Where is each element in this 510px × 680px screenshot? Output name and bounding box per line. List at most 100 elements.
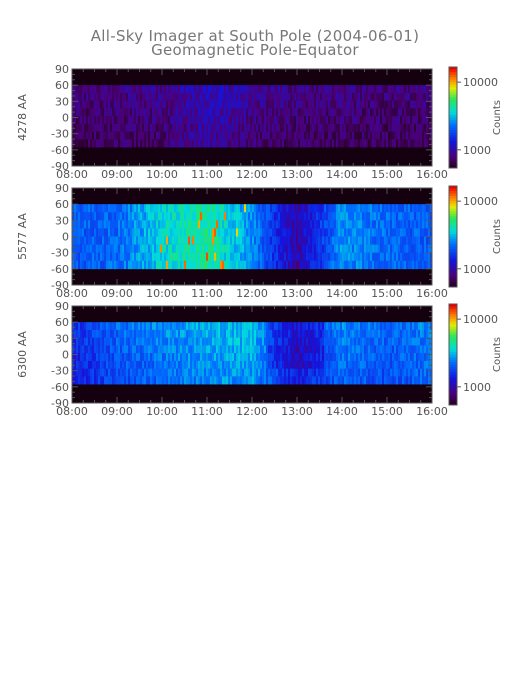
heatmap-cell bbox=[82, 123, 85, 132]
heatmap-cell bbox=[142, 131, 145, 140]
heatmap-cell bbox=[234, 220, 237, 229]
heatmap-cell bbox=[128, 244, 131, 253]
heatmap-cell bbox=[334, 322, 337, 331]
heatmap-cell bbox=[356, 123, 359, 132]
heatmap-cell bbox=[92, 236, 95, 245]
heatmap-cell bbox=[384, 85, 387, 94]
heatmap-cell bbox=[102, 228, 105, 237]
heatmap-cell bbox=[384, 100, 387, 109]
heatmap-cell bbox=[404, 100, 407, 109]
heatmap-cell bbox=[382, 100, 385, 109]
heatmap-cell bbox=[406, 376, 409, 385]
heatmap-cell bbox=[392, 353, 395, 362]
heatmap-cell bbox=[270, 322, 273, 331]
heatmap-cell bbox=[404, 204, 407, 213]
heatmap-cell bbox=[200, 360, 203, 369]
heatmap-cell bbox=[206, 228, 209, 237]
heatmap-cell bbox=[220, 337, 223, 346]
heatmap-cell bbox=[302, 204, 305, 213]
heatmap-cell bbox=[110, 244, 113, 253]
heatmap-cell bbox=[162, 337, 165, 346]
heatmap-cell bbox=[412, 123, 415, 132]
heatmap-cell bbox=[168, 228, 171, 237]
heatmap-cell bbox=[216, 123, 219, 132]
heatmap-cell bbox=[124, 337, 127, 346]
heatmap-cell bbox=[266, 252, 269, 262]
heatmap-cell bbox=[122, 376, 125, 385]
heatmap-cell bbox=[366, 236, 369, 245]
heatmap-cell bbox=[126, 108, 129, 117]
heatmap-cell bbox=[418, 329, 421, 338]
heatmap-cell bbox=[364, 85, 367, 94]
heatmap-cell bbox=[374, 353, 377, 362]
heatmap-cell bbox=[146, 228, 149, 237]
heatmap-cell bbox=[128, 220, 131, 229]
heatmap-cell bbox=[136, 368, 139, 377]
heatmap-cell bbox=[226, 123, 229, 132]
heatmap-cell bbox=[394, 329, 397, 338]
heatmap-cell bbox=[186, 123, 189, 132]
heatmap-cell bbox=[300, 204, 303, 213]
heatmap-cell bbox=[252, 329, 255, 338]
heatmap-cell bbox=[344, 85, 347, 94]
heatmap-cell bbox=[160, 329, 163, 338]
heatmap-cell bbox=[294, 85, 297, 94]
heatmap-cell bbox=[348, 345, 351, 354]
heatmap-cell bbox=[194, 92, 197, 101]
heatmap-cell bbox=[80, 108, 83, 117]
heatmap-cell bbox=[198, 260, 201, 270]
heatmap-cell bbox=[104, 236, 107, 245]
heatmap-cell bbox=[398, 92, 401, 101]
heatmap-cell bbox=[274, 337, 277, 346]
heatmap-cell bbox=[158, 139, 161, 148]
heatmap-cell bbox=[142, 85, 145, 94]
heatmap-cell bbox=[286, 92, 289, 101]
heatmap-cell bbox=[226, 100, 229, 109]
heatmap-cell bbox=[282, 92, 285, 101]
heatmap-cell bbox=[378, 108, 381, 117]
heatmap-cell bbox=[400, 139, 403, 148]
heatmap-cell bbox=[226, 131, 229, 140]
heatmap-cell bbox=[382, 116, 385, 125]
heatmap-cell bbox=[86, 100, 89, 109]
heatmap-cell bbox=[164, 228, 167, 237]
heatmap-cell bbox=[340, 123, 343, 132]
heatmap-cell bbox=[336, 92, 339, 101]
heatmap-cell bbox=[334, 131, 337, 140]
heatmap-cell bbox=[268, 131, 271, 140]
heatmap-cell bbox=[138, 139, 141, 148]
heatmap-cell bbox=[182, 228, 185, 237]
heatmap-cell bbox=[192, 236, 195, 245]
heatmap-cell bbox=[120, 116, 123, 125]
x-tick-label: 13:00 bbox=[281, 405, 313, 418]
heatmap-cell bbox=[430, 220, 433, 229]
heatmap-cell bbox=[200, 368, 203, 377]
heatmap-cell bbox=[284, 322, 287, 331]
heatmap-cell bbox=[206, 353, 209, 362]
heatmap-cell bbox=[370, 123, 373, 132]
heatmap-cell bbox=[164, 100, 167, 109]
heatmap-cell bbox=[96, 376, 99, 385]
heatmap-cell bbox=[134, 139, 137, 148]
heatmap-cell bbox=[248, 204, 251, 213]
heatmap-cell bbox=[366, 212, 369, 221]
heatmap-cell bbox=[268, 322, 271, 331]
heatmap-cell bbox=[408, 376, 411, 385]
heatmap-cell bbox=[358, 353, 361, 362]
heatmap-cell bbox=[228, 85, 231, 94]
heatmap-cell bbox=[208, 244, 211, 253]
heatmap-cell bbox=[76, 131, 79, 140]
heatmap-cell bbox=[204, 85, 207, 94]
heatmap-cell bbox=[318, 260, 321, 270]
heatmap-cell bbox=[390, 244, 393, 253]
heatmap-cell bbox=[158, 353, 161, 362]
x-tick-label: 09:00 bbox=[101, 405, 133, 418]
heatmap-cell bbox=[370, 92, 373, 101]
heatmap-cell bbox=[306, 228, 309, 237]
heatmap-cell bbox=[286, 139, 289, 148]
heatmap-cell bbox=[202, 368, 205, 377]
heatmap-cell bbox=[148, 139, 151, 148]
heatmap-cell bbox=[190, 116, 193, 125]
heatmap-cell bbox=[240, 345, 243, 354]
heatmap-cell bbox=[166, 368, 169, 377]
